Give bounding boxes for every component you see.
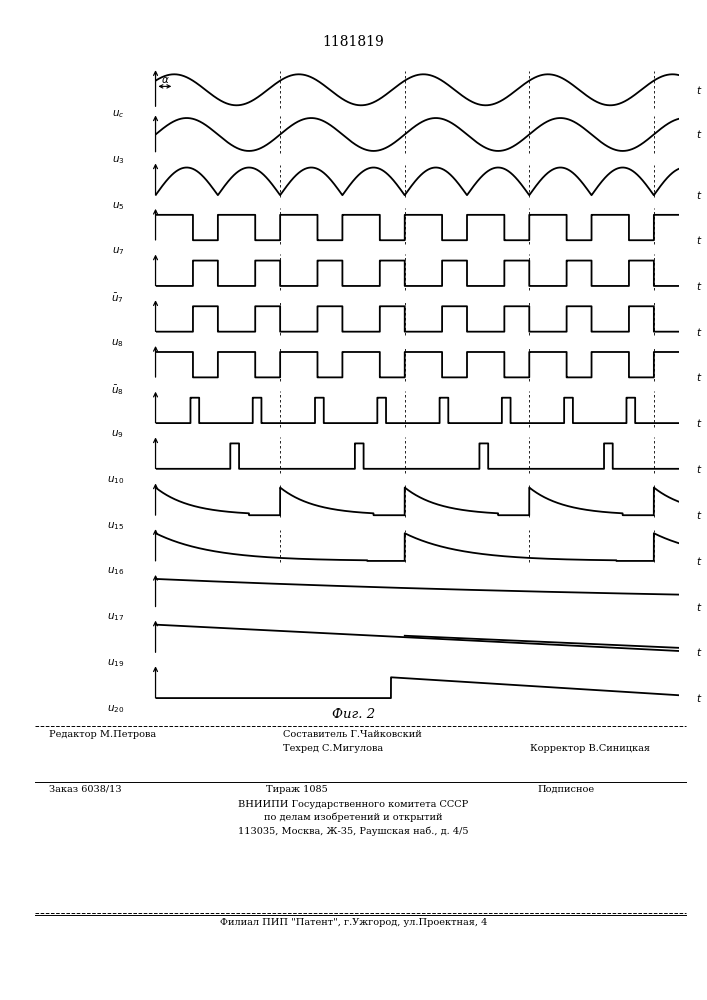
- Text: $\bar{u}_8$: $\bar{u}_8$: [111, 383, 124, 397]
- Text: $u_5$: $u_5$: [112, 200, 124, 212]
- Text: $t$: $t$: [696, 234, 703, 246]
- Text: $u_{10}$: $u_{10}$: [107, 474, 124, 486]
- Text: $\bar{u}_7$: $\bar{u}_7$: [112, 291, 124, 305]
- Text: Техред С.Мигулова: Техред С.Мигулова: [283, 744, 383, 753]
- Text: $u_{20}$: $u_{20}$: [107, 703, 124, 715]
- Text: $t$: $t$: [696, 128, 703, 140]
- Text: 1181819: 1181819: [322, 35, 385, 49]
- Text: $t$: $t$: [696, 509, 703, 521]
- Text: $u_8$: $u_8$: [112, 337, 124, 349]
- Text: ВНИИПИ Государственного комитета СССР: ВНИИПИ Государственного комитета СССР: [238, 800, 469, 809]
- Text: $t$: $t$: [696, 601, 703, 613]
- Text: по делам изобретений и открытий: по делам изобретений и открытий: [264, 813, 443, 822]
- Text: $u_{19}$: $u_{19}$: [107, 657, 124, 669]
- Text: 113035, Москва, Ж-35, Раушская наб., д. 4/5: 113035, Москва, Ж-35, Раушская наб., д. …: [238, 826, 469, 836]
- Text: $u_c$: $u_c$: [112, 108, 124, 120]
- Text: $t$: $t$: [696, 692, 703, 704]
- Text: $t$: $t$: [696, 280, 703, 292]
- Text: Подписное: Подписное: [537, 785, 595, 794]
- Text: $u_9$: $u_9$: [112, 428, 124, 440]
- Text: Филиал ПИП "Патент", г.Ужгород, ул.Проектная, 4: Филиал ПИП "Патент", г.Ужгород, ул.Проек…: [220, 918, 487, 927]
- Text: $\alpha$: $\alpha$: [160, 75, 169, 85]
- Text: Фиг. 2: Фиг. 2: [332, 708, 375, 721]
- Text: $t$: $t$: [696, 417, 703, 429]
- Text: $u_{15}$: $u_{15}$: [107, 520, 124, 532]
- Text: $t$: $t$: [696, 371, 703, 383]
- Text: $t$: $t$: [696, 326, 703, 338]
- Text: $t$: $t$: [696, 189, 703, 201]
- Text: Корректор В.Синицкая: Корректор В.Синицкая: [530, 744, 650, 753]
- Text: Заказ 6038/13: Заказ 6038/13: [49, 785, 122, 794]
- Text: Составитель Г.Чайковский: Составитель Г.Чайковский: [283, 730, 421, 739]
- Text: $t$: $t$: [696, 555, 703, 567]
- Text: $u_3$: $u_3$: [112, 154, 124, 166]
- Text: $u_{17}$: $u_{17}$: [107, 611, 124, 623]
- Text: $t$: $t$: [696, 84, 703, 96]
- Text: Редактор М.Петрова: Редактор М.Петрова: [49, 730, 157, 739]
- Text: $u_7$: $u_7$: [112, 246, 124, 257]
- Text: Тираж 1085: Тираж 1085: [266, 785, 328, 794]
- Text: $u_{16}$: $u_{16}$: [107, 566, 124, 577]
- Text: $t$: $t$: [696, 646, 703, 658]
- Text: $t$: $t$: [696, 463, 703, 475]
